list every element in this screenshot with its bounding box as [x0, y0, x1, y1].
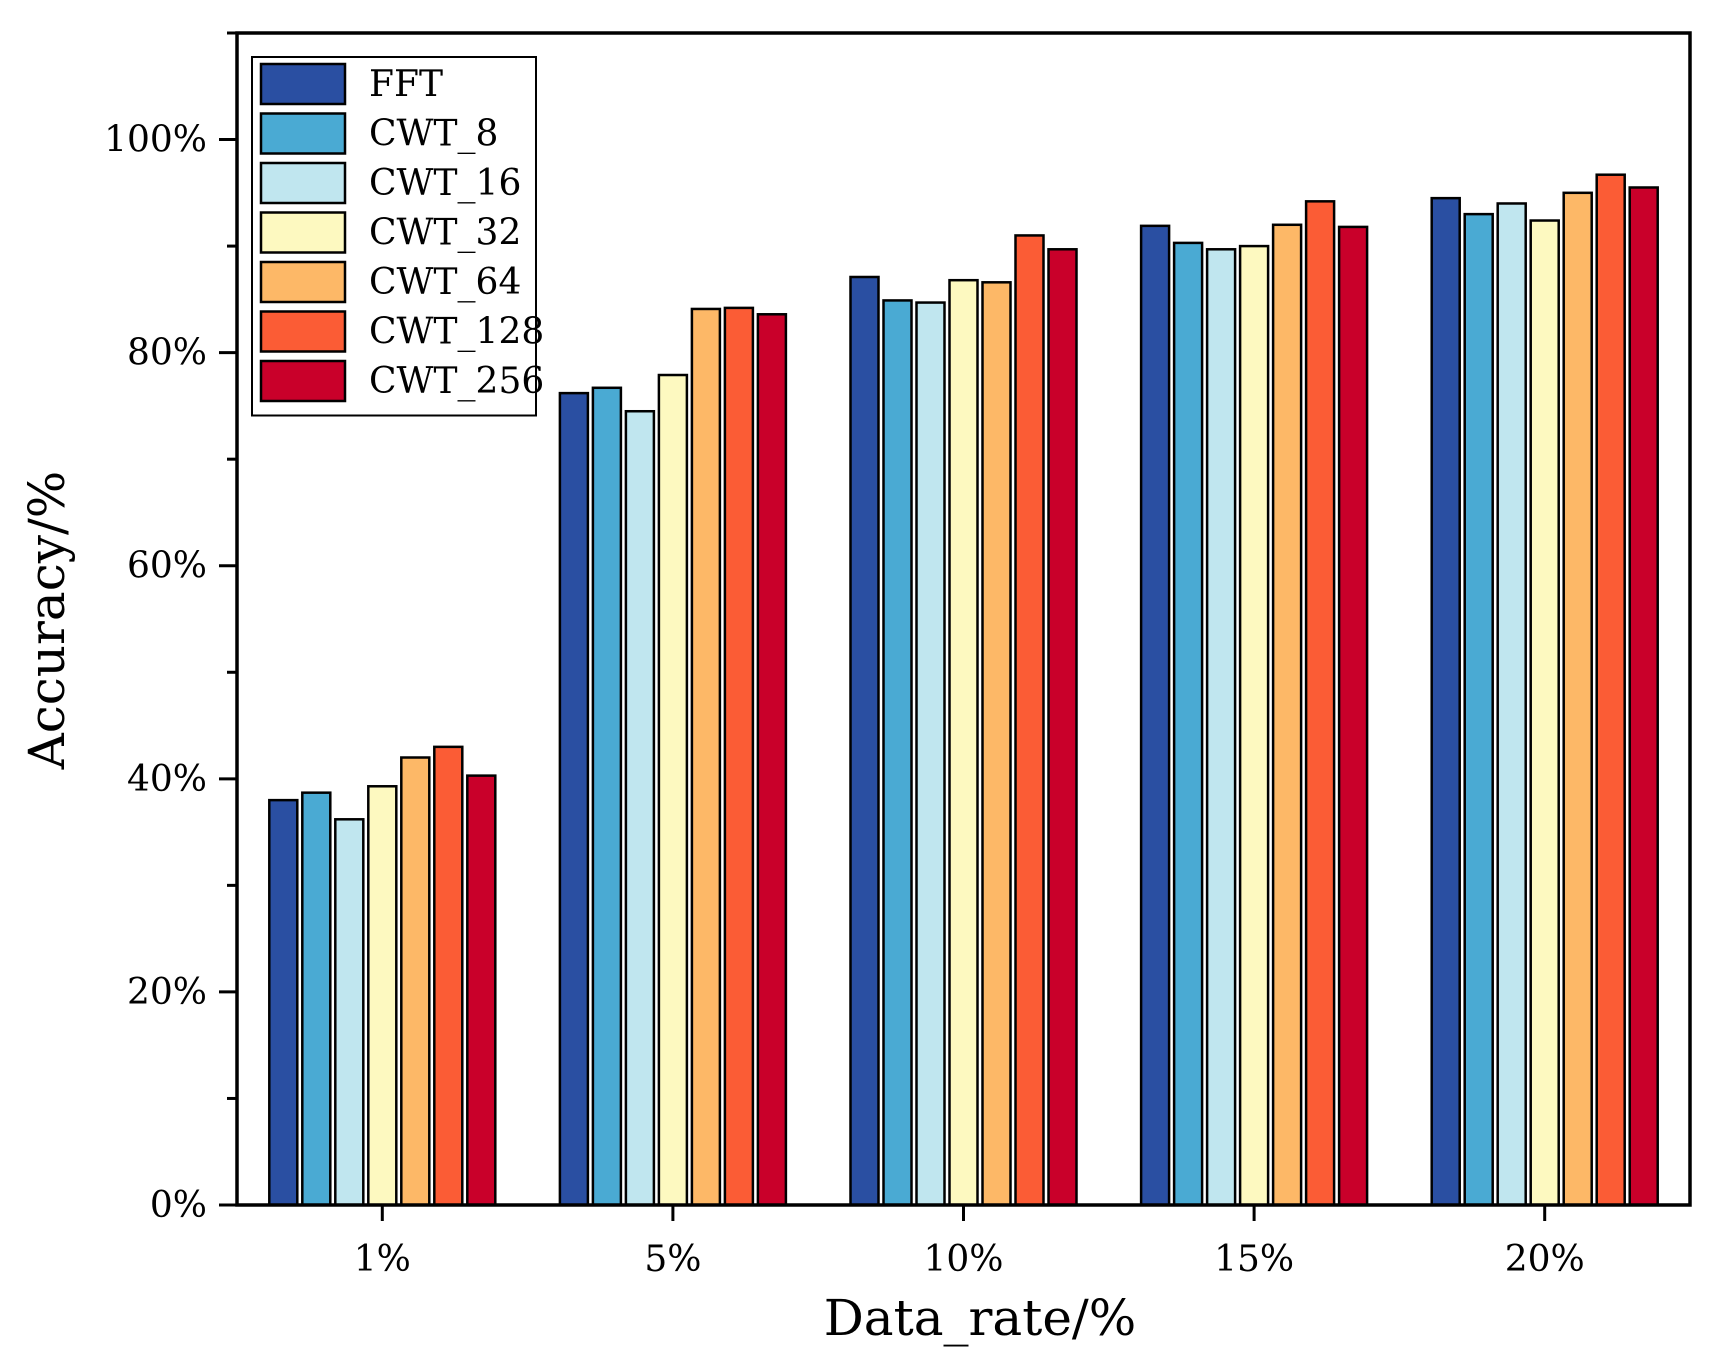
bar-cwt-128-5pct — [723, 306, 755, 1207]
legend-swatch — [259, 359, 347, 403]
bar-fft-5pct — [558, 391, 590, 1207]
bar-fft-20pct — [1430, 196, 1461, 1207]
bar-fft-15pct — [1139, 224, 1171, 1207]
bar-cwt-16-20pct — [1496, 202, 1527, 1207]
bar-cwt-32-1pct — [367, 785, 398, 1207]
legend-swatch — [259, 62, 347, 106]
bar-cwt-8-5pct — [591, 386, 623, 1207]
bar-cwt-8-1pct — [301, 791, 332, 1207]
legend-label: CWT_16 — [369, 163, 521, 204]
bar-cwt-16-15pct — [1205, 248, 1237, 1207]
legend-label: FFT — [369, 64, 443, 105]
bar-cwt-16-5pct — [624, 409, 656, 1207]
bars-layer — [268, 173, 1659, 1207]
legend-label: CWT_128 — [369, 312, 544, 353]
legend-swatch — [259, 112, 347, 155]
legend-label: CWT_8 — [369, 114, 498, 155]
bar-cwt-256-1pct — [466, 774, 497, 1207]
x-tick-label: 10% — [923, 1239, 1003, 1280]
legend-label: CWT_256 — [369, 361, 544, 402]
bar-cwt-32-15pct — [1238, 244, 1270, 1207]
x-tick-label: 20% — [1505, 1239, 1585, 1280]
bar-cwt-128-10pct — [1014, 234, 1045, 1207]
bar-cwt-256-10pct — [1047, 248, 1078, 1207]
legend-swatch — [259, 211, 347, 254]
bar-cwt-64-5pct — [690, 307, 722, 1207]
bar-cwt-8-20pct — [1463, 212, 1494, 1207]
legend-label: CWT_32 — [369, 213, 521, 254]
bar-cwt-256-20pct — [1628, 186, 1659, 1207]
bar-cwt-128-15pct — [1304, 200, 1336, 1207]
bar-fft-10pct — [849, 275, 880, 1207]
bar-fft-1pct — [268, 798, 299, 1207]
y-tick-label: 20% — [127, 972, 207, 1013]
bar-cwt-256-15pct — [1337, 225, 1369, 1207]
bar-cwt-128-20pct — [1595, 173, 1626, 1207]
bar-cwt-64-10pct — [981, 281, 1012, 1207]
plot-frame — [235, 31, 1692, 1207]
y-tick-label: 0% — [150, 1185, 207, 1226]
y-tick-label: 80% — [127, 333, 207, 374]
bar-cwt-32-5pct — [657, 373, 689, 1207]
y-tick-label: 60% — [127, 546, 207, 587]
legend-swatch — [259, 310, 347, 353]
bar-cwt-64-1pct — [400, 756, 431, 1207]
bar-cwt-64-20pct — [1562, 191, 1593, 1207]
legend-label: CWT_64 — [369, 262, 521, 303]
x-axis-title: Data_rate/% — [824, 1289, 1137, 1347]
bar-cwt-8-15pct — [1172, 241, 1204, 1207]
x-tick-label: 15% — [1214, 1239, 1294, 1280]
bar-cwt-32-20pct — [1529, 219, 1560, 1207]
bar-cwt-128-1pct — [433, 745, 464, 1207]
bar-cwt-64-15pct — [1271, 223, 1303, 1207]
x-tick-label: 1% — [354, 1239, 411, 1280]
y-tick-label: 100% — [104, 120, 207, 161]
x-tick-label: 5% — [644, 1239, 701, 1280]
axes-layer: 0% 20% 40% 60% 80% 100% 1% 5% 10% 15% 20% — [104, 31, 1692, 1280]
bar-cwt-16-1pct — [334, 818, 365, 1207]
bar-cwt-256-5pct — [756, 313, 788, 1207]
y-axis-title: Accuracy/% — [18, 471, 76, 771]
bar-cwt-8-10pct — [882, 299, 913, 1207]
legend-swatch — [259, 260, 347, 304]
bar-cwt-16-10pct — [915, 301, 946, 1207]
legend: FFT CWT_8 CWT_16 CWT_32 CWT_64 CWT_128 CWT_256 — [251, 56, 544, 417]
y-tick-label: 40% — [127, 759, 207, 800]
legend-swatch — [259, 161, 347, 205]
bar-cwt-32-10pct — [948, 278, 979, 1207]
